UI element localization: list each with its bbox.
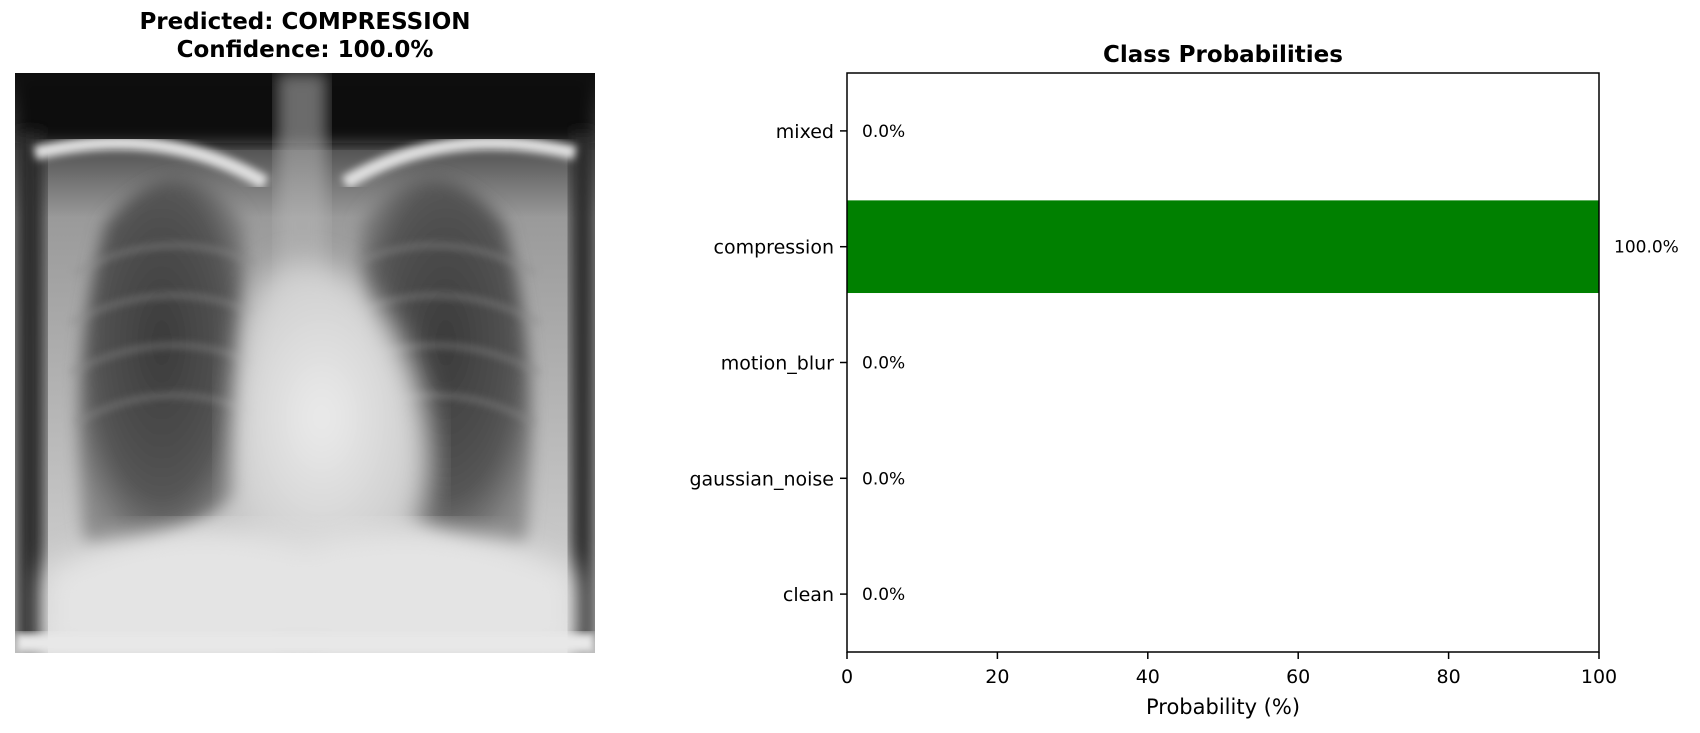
y-tick-label: clean [783,584,834,606]
value-label: 0.0% [862,122,905,142]
chest-xray-image [15,73,595,653]
y-tick-label: gaussian_noise [689,468,834,490]
value-label: 0.0% [862,354,905,374]
x-axis-label: Probability (%) [1146,695,1300,719]
x-tick-label: 0 [841,666,853,688]
x-tick-label: 40 [1136,666,1160,688]
value-labels: 0.0% 100.0% 0.0% 0.0% 0.0% [862,122,1679,605]
y-tick-label: mixed [776,121,834,143]
prediction-title: Predicted: COMPRESSION Confidence: 100.0… [15,8,595,64]
x-tick-label: 100 [1581,666,1617,688]
value-label: 0.0% [862,585,905,605]
y-tick-label: motion_blur [721,353,834,375]
bars-layer [847,200,1599,294]
x-tick-label: 20 [985,666,1009,688]
xray-graphic [15,73,595,653]
y-axis-ticks: mixed compression motion_blur gaussian_nois… [689,121,847,606]
x-tick-label: 80 [1437,666,1461,688]
confidence-label: Confidence: 100.0% [176,37,434,63]
x-tick-label: 60 [1286,666,1310,688]
prediction-label: Predicted: COMPRESSION [139,9,471,35]
chart-title: Class Probabilities [1103,42,1343,68]
plot-frame [846,72,1600,653]
value-label: 100.0% [1614,238,1679,258]
bar-compression [847,200,1599,294]
x-axis-ticks: 0 20 40 60 80 100 [841,652,1617,688]
y-tick-label: compression [714,237,834,259]
value-label: 0.0% [862,469,905,489]
